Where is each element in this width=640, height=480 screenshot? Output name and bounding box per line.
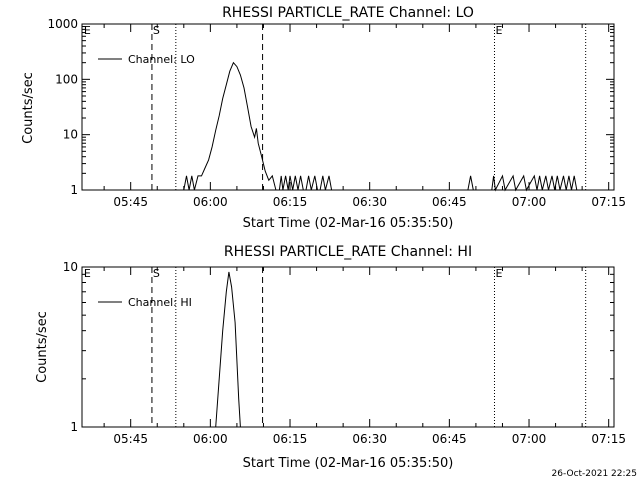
chart-lo: RHESSI PARTICLE_RATE Channel: LO Counts/… (21, 5, 626, 231)
chart-hi-xlabel: Start Time (02-Mar-16 05:35:50) (243, 456, 454, 471)
x-tick-label: 06:15 (273, 432, 308, 446)
chart-hi-title: RHESSI PARTICLE_RATE Channel: HI (224, 244, 472, 260)
legend-label: Channel: LO (128, 53, 195, 66)
chart-lo-title: RHESSI PARTICLE_RATE Channel: LO (222, 5, 474, 21)
x-tick-label: 06:30 (352, 195, 387, 209)
y-tick-label: 1000 (47, 17, 78, 31)
legend-label: Channel: HI (128, 296, 192, 309)
chart-hi-plot: 05:45 06:00 06:15 06:30 06:45 07:00 07:15 1 10 E S… (63, 260, 626, 446)
series-line (467, 175, 474, 191)
chart-lo-plot: 05:45 06:00 06:15 06:30 06:45 07:00 07:15 1 10 10… (47, 17, 626, 209)
series-line (183, 61, 333, 191)
marker-s: S (153, 267, 160, 280)
marker-e: E (84, 267, 91, 280)
x-tick-label: 06:15 (273, 195, 308, 209)
x-tick-label: 07:15 (591, 195, 626, 209)
marker-e: E (84, 24, 91, 37)
series-line (491, 174, 578, 192)
series-line (215, 271, 241, 428)
x-tick-label: 06:45 (432, 432, 467, 446)
y-tick-label: 10 (63, 260, 78, 274)
plot-frame (81, 266, 615, 428)
x-tick-label: 06:45 (432, 195, 467, 209)
x-tick-label: 07:00 (512, 195, 547, 209)
x-tick-label: 06:30 (352, 432, 387, 446)
y-tick-label: 10 (63, 128, 78, 142)
marker-s: S (153, 24, 160, 37)
x-tick-label: 06:00 (193, 432, 228, 446)
chart-hi-ylabel: Counts/sec (35, 311, 50, 383)
marker-e-end: E (495, 24, 502, 37)
y-tick-label: 100 (55, 72, 78, 86)
plot-frame (81, 23, 615, 191)
x-tick-label: 07:00 (512, 432, 547, 446)
y-tick-label: 1 (70, 183, 78, 197)
x-tick-label: 06:00 (193, 195, 228, 209)
chart-hi: RHESSI PARTICLE_RATE Channel: HI Counts/… (35, 244, 626, 471)
chart-lo-xlabel: Start Time (02-Mar-16 05:35:50) (243, 216, 454, 231)
marker-e-end: E (495, 267, 502, 280)
x-tick-label: 05:45 (113, 195, 148, 209)
x-tick-label: 07:15 (591, 432, 626, 446)
chart-lo-ylabel: Counts/sec (21, 72, 36, 144)
footer-timestamp: 26-Oct-2021 22:25 (552, 469, 637, 479)
x-tick-label: 05:45 (113, 432, 148, 446)
y-tick-label: 1 (70, 420, 78, 434)
